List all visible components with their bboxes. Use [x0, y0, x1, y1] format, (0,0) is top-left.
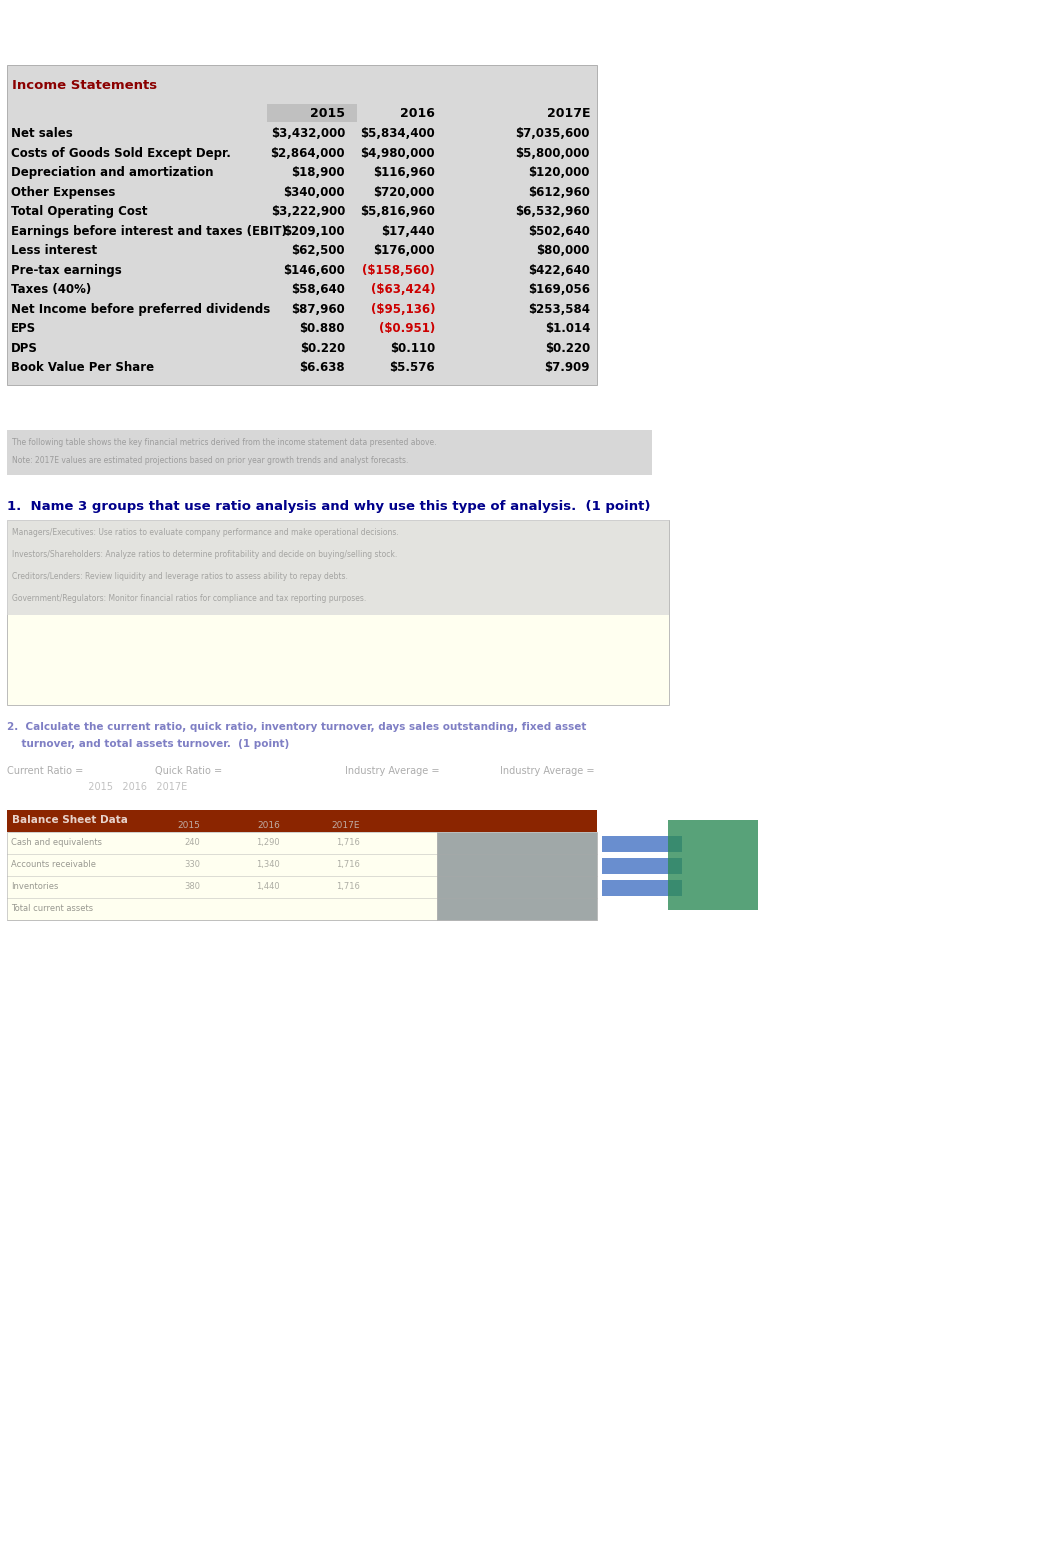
Text: 330: 330 [184, 860, 200, 868]
Text: $340,000: $340,000 [284, 185, 345, 199]
Text: $502,640: $502,640 [528, 224, 590, 238]
Text: 1,290: 1,290 [256, 839, 280, 846]
Text: Accounts receivable: Accounts receivable [11, 860, 96, 868]
Text: Book Value Per Share: Book Value Per Share [11, 361, 154, 373]
Text: $7.909: $7.909 [545, 361, 590, 373]
FancyBboxPatch shape [602, 836, 682, 853]
FancyBboxPatch shape [668, 820, 758, 910]
Text: ($158,560): ($158,560) [362, 263, 435, 277]
Text: $169,056: $169,056 [528, 283, 590, 296]
Text: $720,000: $720,000 [374, 185, 435, 199]
Text: $422,640: $422,640 [528, 263, 590, 277]
Text: 1,716: 1,716 [337, 860, 360, 868]
Text: $18,900: $18,900 [291, 166, 345, 179]
Text: $6,532,960: $6,532,960 [515, 205, 590, 218]
Text: $0.220: $0.220 [299, 341, 345, 355]
Text: $87,960: $87,960 [291, 302, 345, 316]
Text: Income Statements: Income Statements [12, 79, 157, 92]
Text: Note: 2017E values are estimated projections based on prior year growth trends a: Note: 2017E values are estimated project… [12, 456, 409, 465]
FancyBboxPatch shape [7, 520, 669, 705]
Text: Inventories: Inventories [11, 882, 58, 892]
Text: Creditors/Lenders: Review liquidity and leverage ratios to assess ability to rep: Creditors/Lenders: Review liquidity and … [12, 573, 348, 580]
Text: $209,100: $209,100 [284, 224, 345, 238]
Text: 240: 240 [184, 839, 200, 846]
Text: Taxes (40%): Taxes (40%) [11, 283, 91, 296]
Text: $5,816,960: $5,816,960 [360, 205, 435, 218]
Text: 1,340: 1,340 [256, 860, 280, 868]
Text: Managers/Executives: Use ratios to evaluate company performance and make operati: Managers/Executives: Use ratios to evalu… [12, 527, 398, 537]
Text: 1.  Name 3 groups that use ratio analysis and why use this type of analysis.  (1: 1. Name 3 groups that use ratio analysis… [7, 499, 651, 513]
Text: Industry Average =: Industry Average = [345, 766, 440, 776]
Text: $0.880: $0.880 [299, 322, 345, 335]
Text: DPS: DPS [11, 341, 38, 355]
Text: $4,980,000: $4,980,000 [360, 146, 435, 160]
Text: 1,440: 1,440 [256, 882, 280, 892]
Text: $5,834,400: $5,834,400 [360, 128, 435, 140]
FancyBboxPatch shape [602, 881, 682, 896]
Text: 2016: 2016 [257, 822, 280, 829]
FancyBboxPatch shape [267, 104, 357, 121]
Text: Net sales: Net sales [11, 128, 73, 140]
Text: $612,960: $612,960 [528, 185, 590, 199]
Text: $7,035,600: $7,035,600 [515, 128, 590, 140]
Text: ($0.951): ($0.951) [379, 322, 435, 335]
Text: ($63,424): ($63,424) [371, 283, 435, 296]
Text: $146,600: $146,600 [284, 263, 345, 277]
FancyBboxPatch shape [436, 832, 597, 920]
Text: $0.220: $0.220 [545, 341, 590, 355]
Text: 2017E: 2017E [547, 107, 590, 120]
Text: 1,716: 1,716 [337, 839, 360, 846]
Text: EPS: EPS [11, 322, 36, 335]
Text: $253,584: $253,584 [528, 302, 590, 316]
Text: $176,000: $176,000 [374, 244, 435, 257]
Text: Pre-tax earnings: Pre-tax earnings [11, 263, 122, 277]
FancyBboxPatch shape [7, 832, 436, 920]
Text: turnover, and total assets turnover.  (1 point): turnover, and total assets turnover. (1 … [7, 739, 289, 748]
Text: $17,440: $17,440 [381, 224, 435, 238]
FancyBboxPatch shape [7, 811, 597, 832]
Text: Total Operating Cost: Total Operating Cost [11, 205, 148, 218]
Text: $6.638: $6.638 [299, 361, 345, 373]
Text: $116,960: $116,960 [373, 166, 435, 179]
Text: 1,716: 1,716 [337, 882, 360, 892]
Text: Current Ratio =: Current Ratio = [7, 766, 83, 776]
Text: Total current assets: Total current assets [11, 904, 93, 913]
Text: $1.014: $1.014 [545, 322, 590, 335]
Text: The following table shows the key financial metrics derived from the income stat: The following table shows the key financ… [12, 437, 436, 447]
Text: 380: 380 [184, 882, 200, 892]
Text: $3,432,000: $3,432,000 [271, 128, 345, 140]
Text: 2017E: 2017E [331, 822, 360, 829]
Text: Net Income before preferred dividends: Net Income before preferred dividends [11, 302, 270, 316]
Text: 2015   2016   2017E: 2015 2016 2017E [7, 783, 187, 792]
FancyBboxPatch shape [602, 857, 682, 874]
Text: 2015: 2015 [177, 822, 200, 829]
FancyBboxPatch shape [7, 520, 669, 615]
FancyBboxPatch shape [7, 429, 652, 475]
FancyBboxPatch shape [7, 65, 597, 384]
Text: Balance Sheet Data: Balance Sheet Data [12, 815, 127, 825]
Text: Government/Regulators: Monitor financial ratios for compliance and tax reporting: Government/Regulators: Monitor financial… [12, 594, 366, 604]
Text: $58,640: $58,640 [291, 283, 345, 296]
Text: $3,222,900: $3,222,900 [271, 205, 345, 218]
Text: Industry Average =: Industry Average = [500, 766, 595, 776]
Text: 2.  Calculate the current ratio, quick ratio, inventory turnover, days sales out: 2. Calculate the current ratio, quick ra… [7, 722, 586, 731]
Text: 2016: 2016 [400, 107, 435, 120]
Text: $2,864,000: $2,864,000 [271, 146, 345, 160]
Text: Less interest: Less interest [11, 244, 97, 257]
Text: Investors/Shareholders: Analyze ratios to determine profitability and decide on : Investors/Shareholders: Analyze ratios t… [12, 549, 397, 559]
Text: Other Expenses: Other Expenses [11, 185, 116, 199]
Text: $120,000: $120,000 [529, 166, 590, 179]
Text: Earnings before interest and taxes (EBIT): Earnings before interest and taxes (EBIT… [11, 224, 287, 238]
Text: $80,000: $80,000 [536, 244, 590, 257]
Text: $0.110: $0.110 [390, 341, 435, 355]
Text: ($95,136): ($95,136) [371, 302, 435, 316]
Text: 2015: 2015 [310, 107, 345, 120]
Text: $5.576: $5.576 [390, 361, 435, 373]
Text: $62,500: $62,500 [291, 244, 345, 257]
Text: Quick Ratio =: Quick Ratio = [155, 766, 222, 776]
Text: $5,800,000: $5,800,000 [515, 146, 590, 160]
Text: Cash and equivalents: Cash and equivalents [11, 839, 102, 846]
Text: Costs of Goods Sold Except Depr.: Costs of Goods Sold Except Depr. [11, 146, 230, 160]
Text: Depreciation and amortization: Depreciation and amortization [11, 166, 213, 179]
